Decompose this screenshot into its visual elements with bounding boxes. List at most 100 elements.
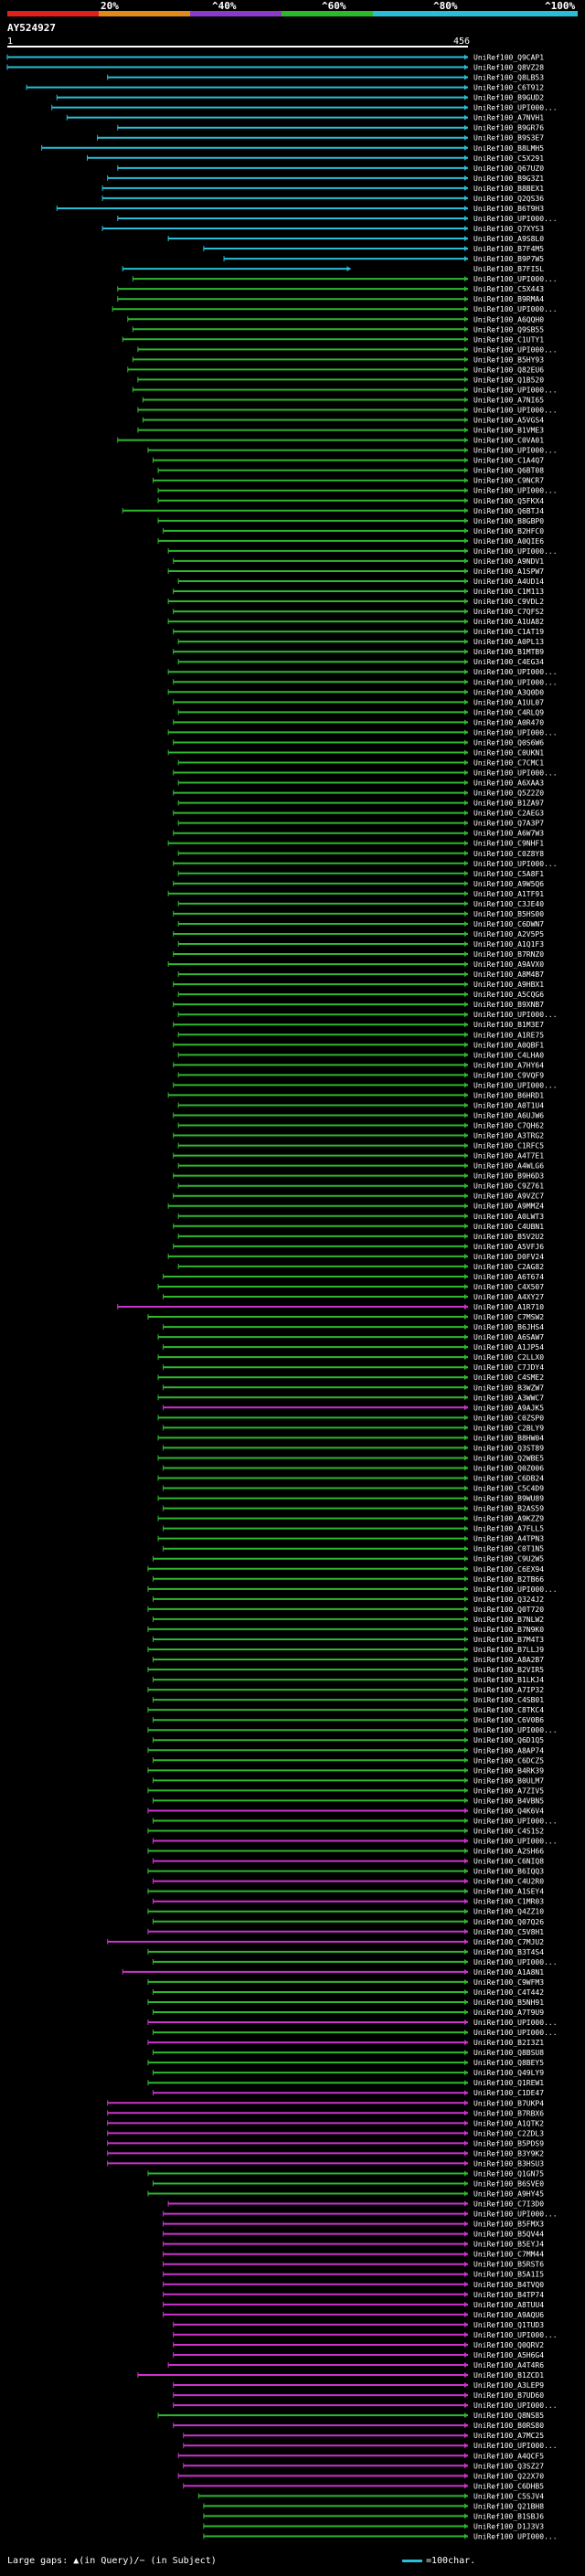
hit-label[interactable]: UniRef100_A9W5Q6	[473, 880, 544, 888]
hit-label[interactable]: UniRef100_A6SAW7	[473, 1333, 544, 1341]
hit-label[interactable]: UniRef100_B4TP74	[473, 2291, 544, 2299]
hit-label[interactable]: UniRef100_A8TUU4	[473, 2301, 544, 2309]
hit-label[interactable]: UniRef100_UPI000...	[473, 407, 558, 415]
hit-label[interactable]: UniRef100_UPI000...	[473, 2029, 558, 2037]
hit-label[interactable]: UniRef100_B5NH91	[473, 1998, 544, 2007]
hit-label[interactable]: UniRef100_A1TF91	[473, 890, 544, 898]
hit-label[interactable]: UniRef100_Q4K6V4	[473, 1807, 544, 1815]
hit-label[interactable]: UniRef100_C9WFM3	[473, 1978, 544, 1987]
hit-label[interactable]: UniRef100_A7ZIV5	[473, 1786, 544, 1795]
hit-label[interactable]: UniRef100_C6DB24	[473, 1475, 544, 1483]
hit-label[interactable]: UniRef100_A1UL07	[473, 698, 544, 706]
hit-label[interactable]: UniRef100_B5HS00	[473, 910, 544, 918]
hit-label[interactable]: UniRef100_C7CMC1	[473, 758, 544, 767]
hit-label[interactable]: UniRef100_UPI000...	[473, 1838, 558, 1846]
hit-label[interactable]: UniRef100_B0RS80	[473, 2422, 544, 2430]
hit-label[interactable]: UniRef100_B7F4M5	[473, 245, 544, 253]
hit-label[interactable]: UniRef100_A7FLL5	[473, 1525, 544, 1533]
hit-label[interactable]: UniRef100_UPI000...	[473, 1726, 558, 1734]
hit-label[interactable]: UniRef100_UPI000...	[473, 1585, 558, 1594]
hit-label[interactable]: UniRef100_UPI000...	[473, 2331, 558, 2339]
hit-label[interactable]: UniRef100_A0QIE6	[473, 537, 544, 546]
hit-label[interactable]: UniRef100_B4RK39	[473, 1766, 544, 1775]
hit-label[interactable]: UniRef100_A1Q1F3	[473, 940, 544, 949]
hit-label[interactable]: UniRef100_Q8VZ28	[473, 64, 544, 72]
hit-label[interactable]: UniRef100_A4UD14	[473, 578, 544, 586]
hit-label[interactable]: UniRef100_A3TRG2	[473, 1132, 544, 1140]
hit-label[interactable]: UniRef100_C1AT19	[473, 628, 544, 636]
hit-label[interactable]: UniRef100_Q07Q26	[473, 1918, 544, 1926]
hit-label[interactable]: UniRef100_B7UD60	[473, 2391, 544, 2400]
hit-label[interactable]: UniRef100_A9AQU6	[473, 2311, 544, 2319]
hit-label[interactable]: UniRef100_B8HW04	[473, 1434, 544, 1442]
hit-label[interactable]: UniRef100_A4QCF5	[473, 2452, 544, 2460]
hit-label[interactable]: UniRef100_C8TKC4	[473, 1706, 544, 1714]
hit-label[interactable]: UniRef100_B6IQQ3	[473, 1868, 544, 1876]
hit-label[interactable]: UniRef100_B5HY93	[473, 355, 544, 364]
hit-label[interactable]: UniRef100_B5QV44	[473, 2231, 544, 2239]
hit-label[interactable]: UniRef100_UPI000...	[473, 2401, 558, 2410]
hit-label[interactable]: UniRef100_UPI000...	[473, 305, 558, 313]
hit-label[interactable]: UniRef100_B7RBX6	[473, 2109, 544, 2117]
hit-label[interactable]: UniRef100_Q82EU6	[473, 366, 544, 374]
hit-label[interactable]: UniRef100_A5VFJ6	[473, 1243, 544, 1251]
hit-label[interactable]: UniRef100_A9VZC7	[473, 1193, 544, 1201]
hit-label[interactable]: UniRef100_C9Z761	[473, 1182, 544, 1191]
hit-label[interactable]: UniRef100_B9G3Z1	[473, 175, 544, 183]
hit-label[interactable]: UniRef100_Q0S6W6	[473, 738, 544, 747]
hit-label[interactable]: UniRef100_Q5Z2Z0	[473, 790, 544, 798]
hit-label[interactable]: UniRef100_C6T912	[473, 84, 544, 92]
hit-label[interactable]: UniRef100_A9AJK5	[473, 1404, 544, 1412]
hit-label[interactable]: UniRef100_C9VQF9	[473, 1071, 544, 1079]
hit-label[interactable]: UniRef100_A3Q0D0	[473, 688, 544, 696]
hit-label[interactable]: UniRef100_C7MM44	[473, 2251, 544, 2259]
hit-label[interactable]: UniRef100_Q0QRV2	[473, 2341, 544, 2349]
hit-label[interactable]: UniRef100_A7IP32	[473, 1686, 544, 1694]
hit-label[interactable]: UniRef100_B7NLW2	[473, 1616, 544, 1624]
hit-label[interactable]: UniRef100_C5X291	[473, 154, 544, 163]
hit-label[interactable]: UniRef100_C5A8F1	[473, 870, 544, 878]
hit-label[interactable]: UniRef100_C7JDY4	[473, 1363, 544, 1372]
hit-label[interactable]: UniRef100_Q7XYS3	[473, 225, 544, 233]
hit-label[interactable]: UniRef100_Q1REW1	[473, 2079, 544, 2087]
hit-label[interactable]: UniRef100_B9S3E7	[473, 134, 544, 143]
hit-label[interactable]: UniRef100_Q1GN75	[473, 2169, 544, 2178]
hit-label[interactable]: UniRef100_B6HRD1	[473, 1091, 544, 1099]
hit-label[interactable]: UniRef100_A4WLG6	[473, 1162, 544, 1171]
hit-label[interactable]: UniRef100_B7M4T3	[473, 1636, 544, 1644]
hit-label[interactable]: UniRef100_A3WWC7	[473, 1394, 544, 1402]
hit-label[interactable]: UniRef100_A3LEP9	[473, 2381, 544, 2390]
hit-label[interactable]: UniRef100_UPI000...	[473, 547, 558, 556]
hit-label[interactable]: UniRef100_Q1B520	[473, 376, 544, 384]
hit-label[interactable]: UniRef100_B9GUD2	[473, 94, 544, 102]
hit-label[interactable]: UniRef100_Q1TUD3	[473, 2321, 544, 2329]
hit-label[interactable]: UniRef100_Q67UZ0	[473, 164, 544, 173]
hit-label[interactable]: UniRef100_C7I3D0	[473, 2200, 544, 2209]
hit-label[interactable]: UniRef100_B9H6D3	[473, 1172, 544, 1181]
hit-label[interactable]: UniRef100_C1MR03	[473, 1898, 544, 1906]
hit-label[interactable]: UniRef100_UPI000...	[473, 104, 558, 112]
hit-label[interactable]: UniRef100_Q9CAP1	[473, 54, 544, 62]
hit-label[interactable]: UniRef100_A9NDV1	[473, 557, 544, 566]
hit-label[interactable]: UniRef100_UPI000...	[473, 2442, 558, 2450]
hit-label[interactable]: UniRef100_A7MC25	[473, 2432, 544, 2440]
hit-label[interactable]: UniRef100_B2VIR5	[473, 1666, 544, 1674]
hit-label[interactable]: UniRef100_C4SME2	[473, 1373, 544, 1382]
hit-label[interactable]: UniRef100_A1RE75	[473, 1031, 544, 1039]
hit-label[interactable]: UniRef100_A8A2B7	[473, 1656, 544, 1664]
hit-label[interactable]: UniRef100_B3Y9K2	[473, 2149, 544, 2157]
hit-label[interactable]: UniRef100_Q6BT08	[473, 467, 544, 475]
hit-label[interactable]: UniRef100_B7N9K0	[473, 1626, 544, 1634]
hit-label[interactable]: UniRef100_A1QTK2	[473, 2119, 544, 2127]
hit-label[interactable]: UniRef100_UPI000...	[473, 2532, 558, 2540]
hit-label[interactable]: UniRef100_UPI000...	[473, 2210, 558, 2219]
hit-label[interactable]: UniRef100_B8GBP0	[473, 517, 544, 525]
hit-label[interactable]: UniRef100_UPI000...	[473, 668, 558, 676]
hit-label[interactable]: UniRef100_C4SB01	[473, 1696, 544, 1704]
hit-label[interactable]: UniRef100_UPI000...	[473, 769, 558, 778]
hit-label[interactable]: UniRef100_B4VBN5	[473, 1797, 544, 1805]
hit-label[interactable]: UniRef100_B0ULM7	[473, 1776, 544, 1785]
hit-label[interactable]: UniRef100_B5EYJ4	[473, 2241, 544, 2249]
hit-label[interactable]: UniRef100_C2ZDL3	[473, 2129, 544, 2137]
hit-label[interactable]: UniRef100_C4UBN1	[473, 1223, 544, 1231]
